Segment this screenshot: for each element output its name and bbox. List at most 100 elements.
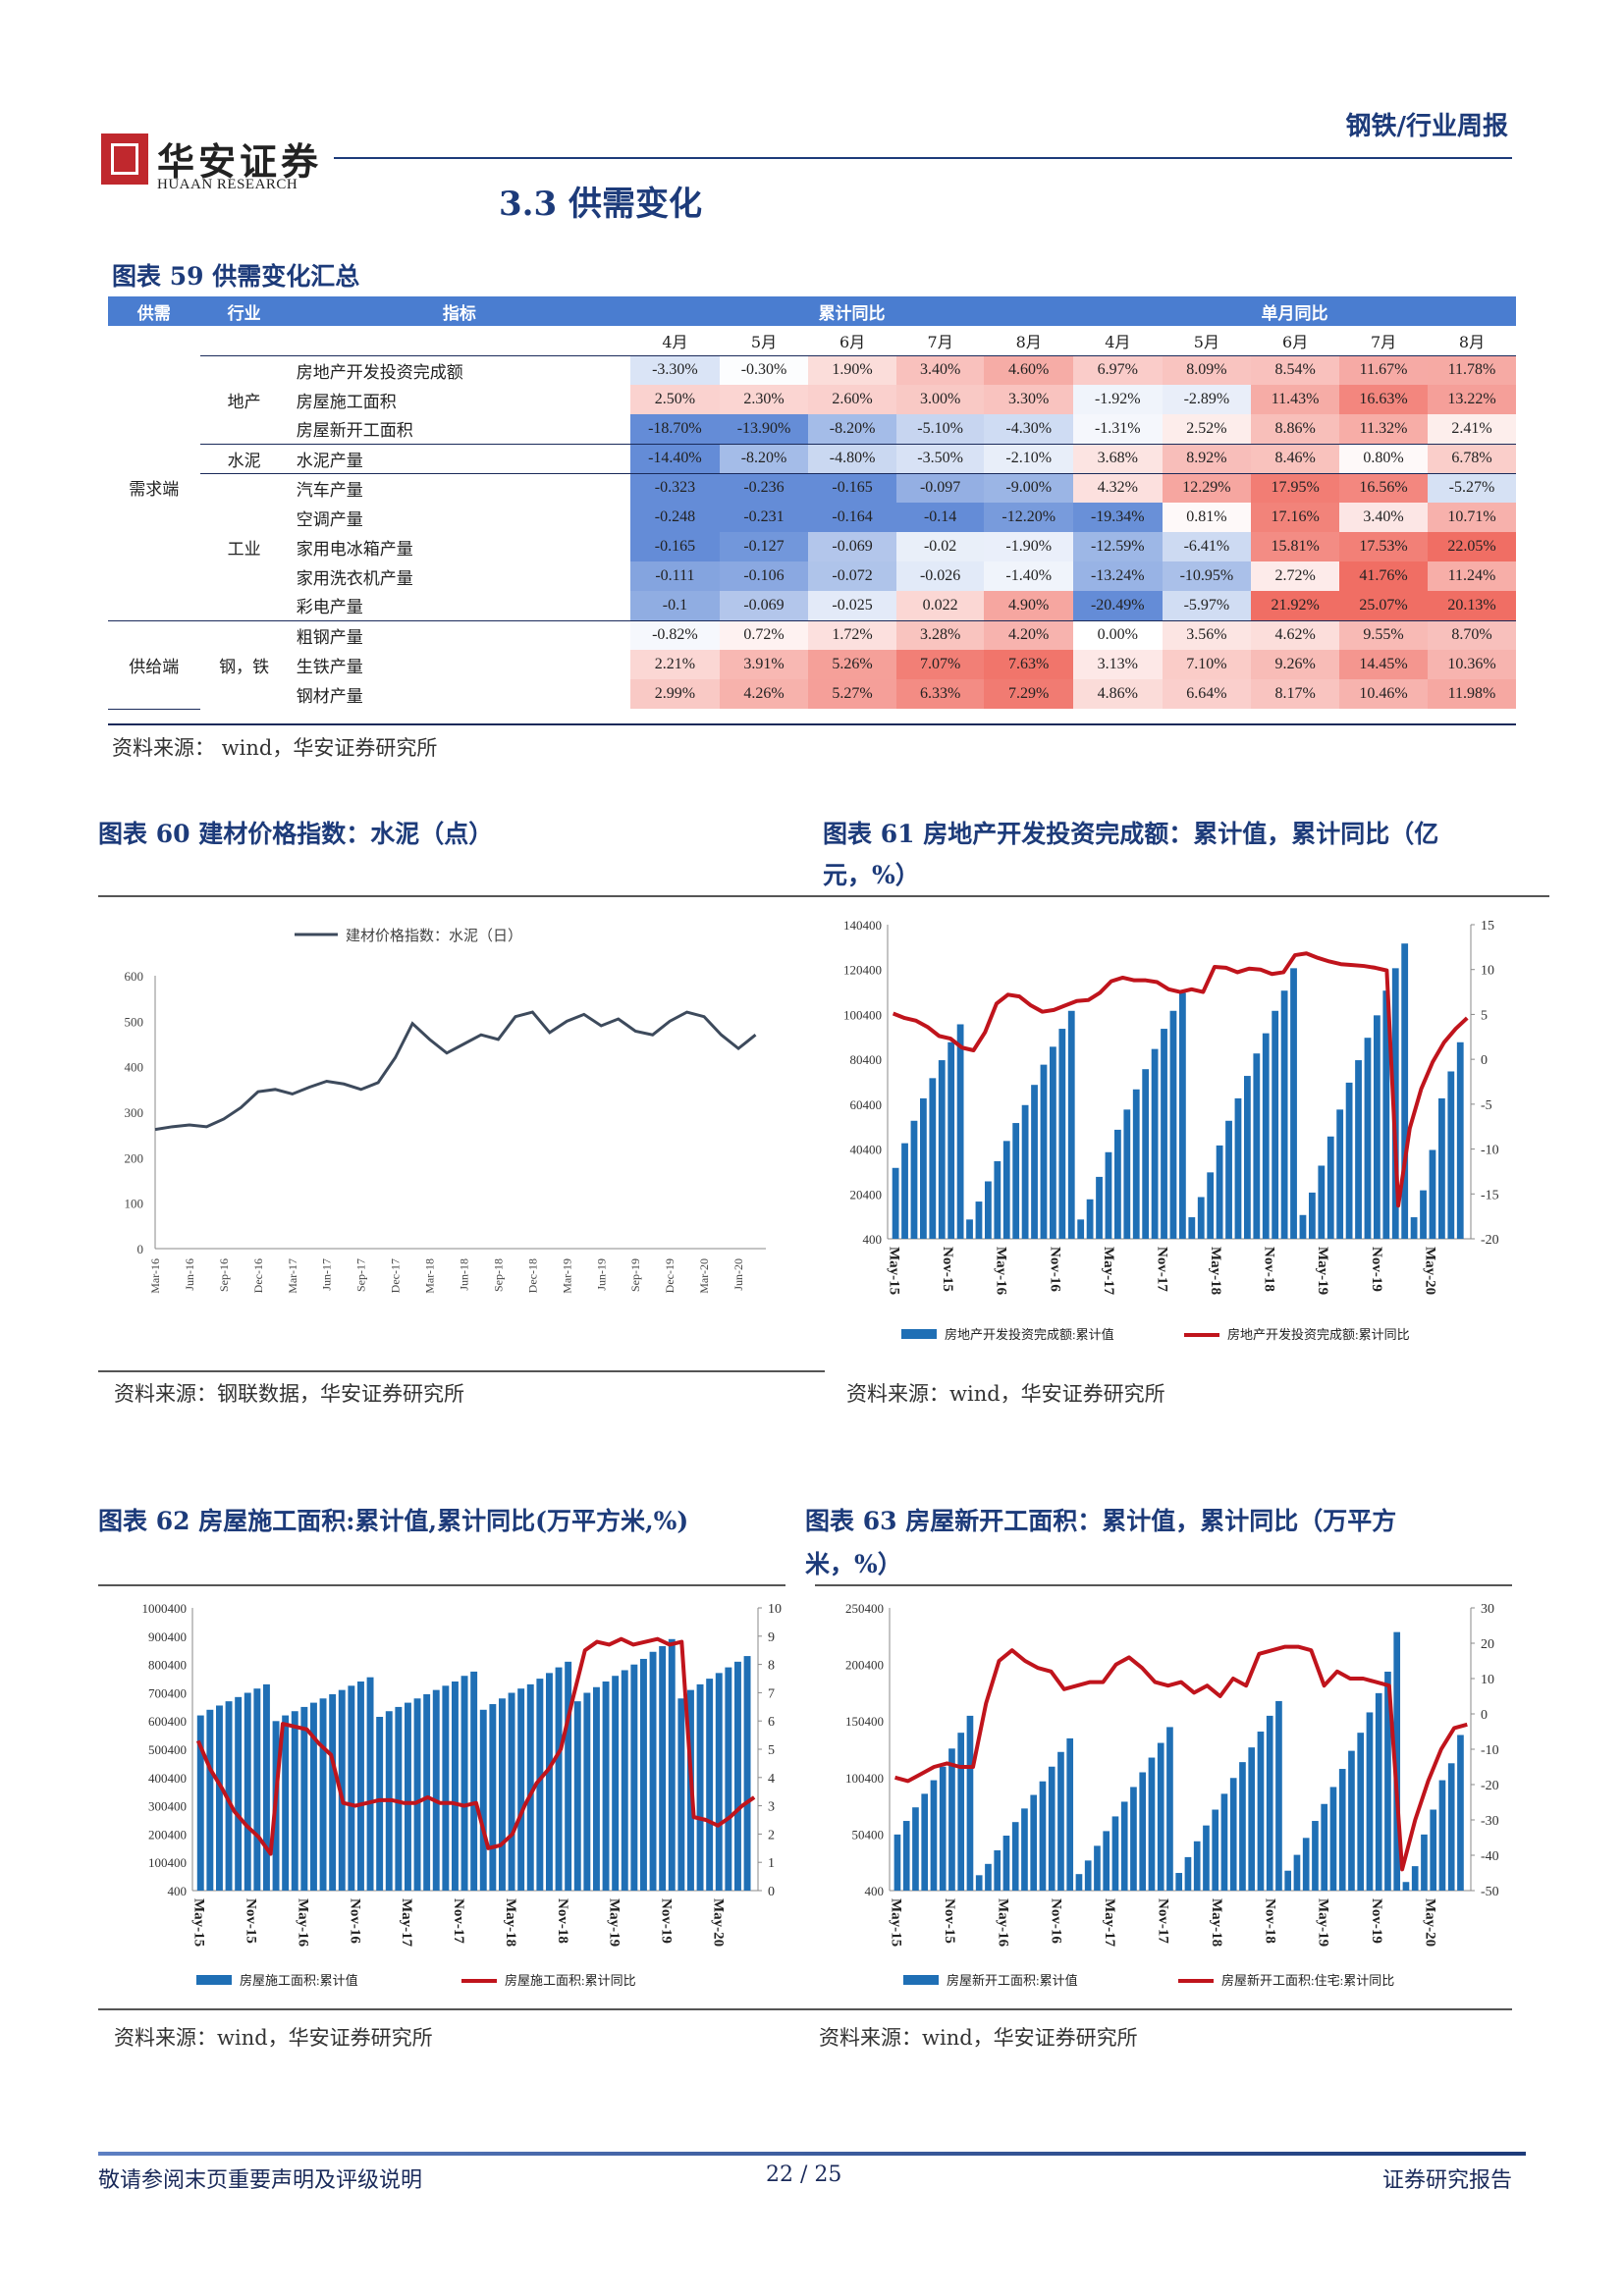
bar-cumulative	[1302, 1838, 1310, 1891]
header-supply-demand: 供需	[108, 296, 200, 326]
value-cell: -0.069	[719, 591, 809, 620]
bar-cumulative	[602, 1681, 610, 1891]
bar-cumulative	[1184, 1856, 1192, 1891]
left-tick-label: 200400	[148, 1827, 187, 1842]
bar-cumulative	[1021, 1104, 1029, 1239]
fig62-63-bottom-rule	[98, 2008, 1512, 2010]
bar-cumulative	[1142, 1069, 1150, 1239]
bar-cumulative	[1456, 1041, 1464, 1239]
x-tick-label: Nov-15	[940, 1247, 955, 1292]
fig60-chart: 建材价格指数：水泥（日） 0 100 200 300 400 500 600 Mar-16 Jun…	[125, 928, 766, 1294]
bar-cumulative	[1193, 1841, 1201, 1891]
x-tick-label: Nov-16	[1047, 1247, 1062, 1292]
bar-cumulative	[489, 1704, 497, 1891]
table-row: 钢材产量 2.99% 4.26% 5.27% 6.33% 7.29% 4.86% 6.64% 8…	[108, 679, 1516, 709]
right-tick-label: 20	[1481, 1637, 1494, 1652]
bar-cumulative	[1086, 1199, 1094, 1239]
month-header: 5月	[1162, 326, 1252, 356]
indicator-name: 房地产开发投资完成额	[288, 354, 631, 385]
value-cell: 3.40%	[895, 354, 985, 385]
x-tick-label: May-17	[1101, 1247, 1116, 1296]
bar-cumulative	[1410, 1217, 1418, 1239]
legend-bar-label: 房地产开发投资完成额:累计值	[945, 1327, 1114, 1342]
bar-cumulative	[640, 1658, 647, 1891]
value-cell: 0.80%	[1339, 443, 1428, 473]
bar-cumulative	[1234, 1097, 1242, 1239]
value-cell: -0.02	[895, 532, 985, 561]
bar-cumulative	[1429, 1149, 1436, 1239]
bar-cumulative	[423, 1693, 431, 1891]
value-cell: 8.86%	[1251, 414, 1340, 444]
bar-cumulative	[966, 1219, 973, 1239]
bar-cumulative	[975, 1875, 983, 1891]
value-cell: -12.59%	[1073, 532, 1163, 561]
value-cell: -0.1	[630, 591, 720, 620]
series-line-yoy	[892, 951, 1469, 1208]
value-cell: -3.50%	[895, 443, 985, 473]
x-tick-label: Nov-18	[555, 1898, 570, 1944]
value-cell: 9.26%	[1251, 650, 1340, 679]
bar-cumulative	[1229, 1778, 1237, 1891]
month-header: 8月	[1428, 326, 1516, 356]
month-header: 6月	[808, 326, 896, 356]
indicator-name: 汽车产量	[288, 472, 631, 503]
bar-cumulative	[957, 1733, 965, 1891]
indicator-name: 房屋新开工面积	[296, 421, 413, 442]
indicator-name: 钢材产量	[296, 686, 363, 707]
x-tick-label: May-17	[1102, 1898, 1117, 1948]
value-cell: 3.68%	[1073, 443, 1163, 473]
bar-cumulative	[1123, 1109, 1131, 1239]
value-cell: -18.70%	[630, 414, 720, 444]
right-tick-label: -20	[1481, 1779, 1499, 1793]
x-tick-label: Sep-19	[628, 1258, 642, 1292]
right-tick-label: -20	[1481, 1233, 1499, 1248]
value-cell: 4.90%	[984, 591, 1073, 620]
value-cell: 2.30%	[719, 385, 809, 414]
value-cell: 3.30%	[984, 385, 1073, 414]
industry-label: 地产	[199, 354, 289, 444]
bar-cumulative	[310, 1702, 317, 1891]
supply-demand-table: 供需 行业 指标 累计同比 单月同比 4月 5月 6月 7月 8月 4月 5月 6月 7月 8月 …	[108, 296, 1516, 710]
section-title: 3.3 供需变化	[499, 185, 702, 224]
table-row: 房屋新开工面积 -18.70% -13.90% -8.20% -5.10% -4.30% -…	[108, 414, 1516, 444]
bar-cumulative	[1077, 1219, 1085, 1239]
bar-cumulative	[1151, 1048, 1159, 1239]
value-cell: 2.21%	[630, 650, 720, 679]
bar-cumulative	[216, 1705, 223, 1891]
x-tick-label: Nov-15	[942, 1898, 957, 1944]
fig63-top-rule	[815, 1584, 1512, 1586]
value-cell: 2.41%	[1428, 414, 1516, 444]
bar-cumulative	[1329, 1787, 1337, 1891]
bar-cumulative	[1321, 1803, 1328, 1891]
value-cell: -14.40%	[630, 443, 720, 473]
x-tick-label: Nov-18	[1262, 1247, 1277, 1292]
bar-cumulative	[1366, 1712, 1374, 1891]
bar-cumulative	[263, 1683, 270, 1891]
legend-bar-swatch	[901, 1329, 937, 1339]
bar-cumulative	[405, 1702, 411, 1891]
right-tick-label: 0	[1481, 1708, 1488, 1723]
x-tick-label: Nov-16	[347, 1898, 362, 1944]
y-tick-label: 500	[125, 1014, 144, 1029]
right-tick-label: -50	[1481, 1885, 1499, 1899]
x-tick-label: Dec-18	[525, 1258, 539, 1293]
value-cell: 3.56%	[1162, 619, 1252, 650]
value-cell: -0.165	[630, 532, 720, 561]
bar-cumulative	[1220, 1793, 1228, 1891]
bar-cumulative	[583, 1692, 591, 1891]
fig60-bottom-rule	[98, 1370, 825, 1372]
value-cell: 11.32%	[1339, 414, 1428, 444]
value-cell: 8.70%	[1428, 619, 1516, 650]
bar-cumulative	[630, 1664, 638, 1891]
left-tick-label: 200400	[845, 1658, 884, 1673]
bar-cumulative	[621, 1670, 628, 1891]
table59-source: 资料来源： wind，华安证券研究所	[112, 736, 438, 760]
bar-cumulative	[1188, 1217, 1196, 1239]
bar-cumulative	[460, 1676, 468, 1891]
value-cell: 6.97%	[1073, 354, 1163, 385]
bar-cumulative	[499, 1698, 506, 1891]
series-line-yoy	[894, 1644, 1468, 1872]
left-tick-label: 250400	[845, 1601, 884, 1616]
value-cell: -0.165	[808, 472, 896, 503]
value-cell: 11.78%	[1428, 354, 1516, 385]
